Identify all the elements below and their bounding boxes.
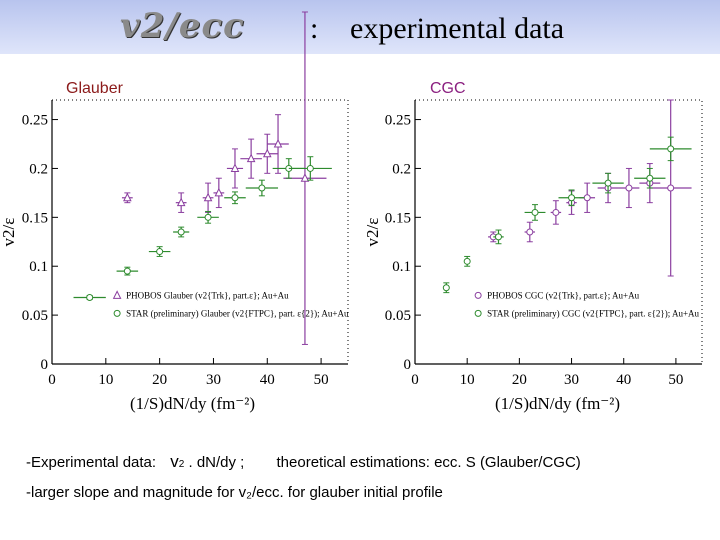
x-tick-label: 20 — [152, 372, 167, 388]
note-experimental: -Experimental data: — [26, 454, 157, 471]
data-point — [214, 187, 224, 197]
glauber-chart: 0 10 20 30 40 50 0 0.05 0.1 0.15 0.2 0.25 (1/S)dN/dy… — [0, 11, 349, 413]
data-point — [262, 148, 272, 158]
note-line-2: -larger slope and magnitude for v₂/ecc. … — [26, 484, 443, 501]
glauber-panel-label: Glauber — [66, 80, 123, 97]
data-point — [494, 233, 502, 241]
data-point — [156, 248, 164, 256]
v2-ecc-logo: v2/ecc — [120, 6, 245, 46]
legend-label: PHOBOS Glauber (v2{Trk}, part.ε}; Au+Au — [126, 290, 289, 300]
data-point — [300, 173, 310, 182]
x-axis-label: (1/S)dN/dy (fm⁻²) — [130, 394, 255, 413]
legend-marker — [112, 290, 122, 299]
y-tick-label: 0.15 — [385, 210, 411, 226]
legend-marker — [474, 309, 482, 317]
x-tick-label: 30 — [564, 372, 579, 388]
y-tick-label: 0 — [404, 357, 412, 373]
y-axis-label: v2/ε — [363, 218, 382, 247]
x-tick-label: 0 — [48, 372, 56, 388]
data-point — [568, 194, 576, 202]
note-dndy: . dN/dy ; — [188, 454, 245, 471]
data-point — [667, 145, 675, 153]
data-point — [231, 194, 239, 202]
x-tick-label: 10 — [460, 372, 475, 388]
page-title: experimental data — [350, 12, 565, 45]
x-tick-label: 0 — [411, 372, 419, 388]
note-v-sub: 2 — [178, 459, 185, 470]
charts-canvas: 0 10 20 30 40 50 0 0.05 0.1 0.15 0.2 0.25 (1/S)dN/dy… — [0, 11, 703, 413]
legend-label: PHOBOS CGC (v2{Trk}, part.ε}; Au+Au — [487, 290, 640, 300]
plot-frame — [414, 99, 703, 365]
legend-label: STAR (preliminary) Glauber (v2{FTPC}, pa… — [126, 308, 349, 318]
data-point — [526, 228, 534, 236]
y-axis-label: v2/ε — [0, 218, 18, 247]
legend-label: STAR (preliminary) CGC (v2{FTPC}, part. … — [487, 308, 699, 318]
legend-marker — [474, 291, 482, 299]
note-v: v — [170, 452, 179, 471]
y-tick-label: 0 — [41, 357, 49, 373]
x-tick-label: 10 — [98, 372, 113, 388]
data-point — [123, 192, 132, 202]
y-tick-label: 0.1 — [29, 259, 48, 275]
cgc-panel-label: CGC — [430, 80, 466, 97]
data-point — [203, 192, 213, 202]
y-tick-label: 0.25 — [385, 113, 411, 129]
data-point — [667, 184, 675, 192]
x-tick-label: 40 — [616, 372, 631, 388]
data-point — [273, 138, 283, 148]
data-point — [442, 284, 450, 292]
cgc-chart: 0 10 20 30 40 50 0 0.05 0.1 0.15 0.2 0.25 (1/S)dN/dy… — [363, 99, 703, 413]
x-tick-label: 30 — [206, 372, 221, 388]
data-point — [306, 164, 314, 172]
y-tick-label: 0.1 — [392, 259, 411, 275]
data-point — [177, 228, 185, 236]
y-tick-label: 0.25 — [22, 113, 48, 129]
data-point — [123, 267, 131, 275]
note-theory: theoretical estimations: ecc. S (Glauber… — [276, 454, 581, 471]
data-point — [552, 208, 560, 216]
data-point — [230, 163, 240, 172]
y-tick-label: 0.2 — [392, 161, 411, 177]
data-point — [246, 153, 256, 163]
note-line-1: -Experimental data: v2 . dN/dy ; theoret… — [26, 452, 581, 472]
data-point — [583, 194, 591, 202]
legend-marker — [113, 309, 121, 317]
data-point — [258, 184, 266, 192]
y-tick-label: 0.2 — [29, 161, 48, 177]
y-tick-label: 0.05 — [385, 308, 411, 324]
data-point — [604, 179, 612, 187]
data-point — [86, 294, 94, 302]
data-point — [531, 208, 539, 216]
x-axis-label: (1/S)dN/dy (fm⁻²) — [495, 394, 620, 413]
x-tick-label: 50 — [668, 372, 683, 388]
data-point — [204, 213, 212, 221]
x-tick-label: 40 — [260, 372, 275, 388]
data-point — [646, 174, 654, 182]
title-bar: v2/ecc : experimental data — [0, 0, 720, 54]
y-tick-label: 0.15 — [22, 210, 48, 226]
x-tick-label: 50 — [314, 372, 329, 388]
title-colon: : — [310, 12, 319, 45]
y-tick-label: 0.05 — [22, 308, 48, 324]
data-point — [463, 257, 471, 265]
data-point — [625, 184, 633, 192]
data-point — [176, 197, 186, 207]
plot-frame — [51, 99, 349, 365]
x-tick-label: 20 — [512, 372, 527, 388]
